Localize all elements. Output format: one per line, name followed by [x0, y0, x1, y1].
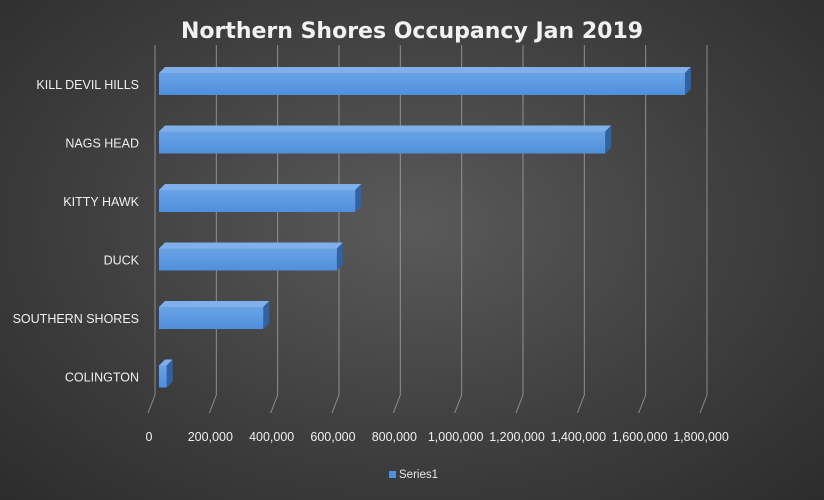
gridline-floor [454, 394, 463, 414]
legend: Series1 [389, 469, 438, 481]
bar-side-face [336, 242, 343, 271]
bar-front-face [159, 248, 337, 271]
bar-top-face [159, 301, 270, 307]
x-tick-label: 200,000 [188, 430, 233, 444]
x-tick-label: 400,000 [249, 430, 294, 444]
x-tick-label: 600,000 [310, 430, 355, 444]
bar-top-face [159, 125, 612, 132]
bar-top-face [159, 67, 691, 73]
x-tick-label: 800,000 [372, 430, 417, 444]
x-tick-labels: 0 200,000 400,000 600,000 800,000 1,000,000 1,… [146, 430, 729, 444]
bar [159, 67, 691, 95]
category-labels: KILL DEVIL HILLS NAGS HEAD KITTY HAWK DUCK S… [13, 78, 140, 385]
gridline-floor [331, 394, 340, 414]
gridline-floor [515, 394, 524, 414]
bar-top-face [159, 359, 173, 366]
bar [159, 359, 173, 388]
bar [159, 301, 270, 329]
gridline-floor [576, 394, 585, 414]
bar [159, 125, 612, 154]
bar-side-face [166, 359, 173, 388]
bar-front-face [159, 307, 264, 329]
bar-top-face [159, 184, 362, 190]
gridline-floor [208, 394, 217, 414]
x-tick-label: 0 [146, 430, 153, 444]
legend-swatch [389, 471, 396, 478]
bar-side-face [355, 184, 362, 212]
category-label: KILL DEVIL HILLS [36, 78, 139, 92]
bar [159, 242, 343, 271]
category-label: DUCK [104, 254, 140, 268]
bar-side-face [605, 125, 612, 154]
x-tick-label: 1,000,000 [428, 430, 484, 444]
x-tick-label: 1,800,000 [673, 430, 729, 444]
category-label: SOUTHERN SHORES [13, 312, 139, 326]
gridlines [147, 45, 708, 414]
gridline-floor [270, 394, 279, 414]
x-tick-label: 1,400,000 [551, 430, 607, 444]
bar-top-face [159, 242, 343, 249]
gridline-floor [699, 394, 708, 414]
category-label: KITTY HAWK [63, 195, 139, 209]
bar-front-face [159, 365, 167, 388]
category-label: COLINGTON [65, 371, 139, 385]
x-tick-label: 1,200,000 [489, 430, 545, 444]
gridline-floor [638, 394, 647, 414]
legend-label: Series1 [399, 469, 438, 481]
gridline-floor [147, 394, 156, 414]
category-label: NAGS HEAD [65, 137, 139, 151]
bar-front-face [159, 190, 356, 212]
bar-front-face [159, 131, 606, 154]
bar-front-face [159, 73, 685, 95]
bars [159, 67, 691, 388]
x-tick-label: 1,600,000 [612, 430, 668, 444]
bar-side-face [263, 301, 270, 329]
bar-side-face [684, 67, 691, 95]
chart-title: Northern Shores Occupancy Jan 2019 [181, 19, 643, 44]
bar [159, 184, 362, 212]
gridline-floor [392, 394, 401, 414]
